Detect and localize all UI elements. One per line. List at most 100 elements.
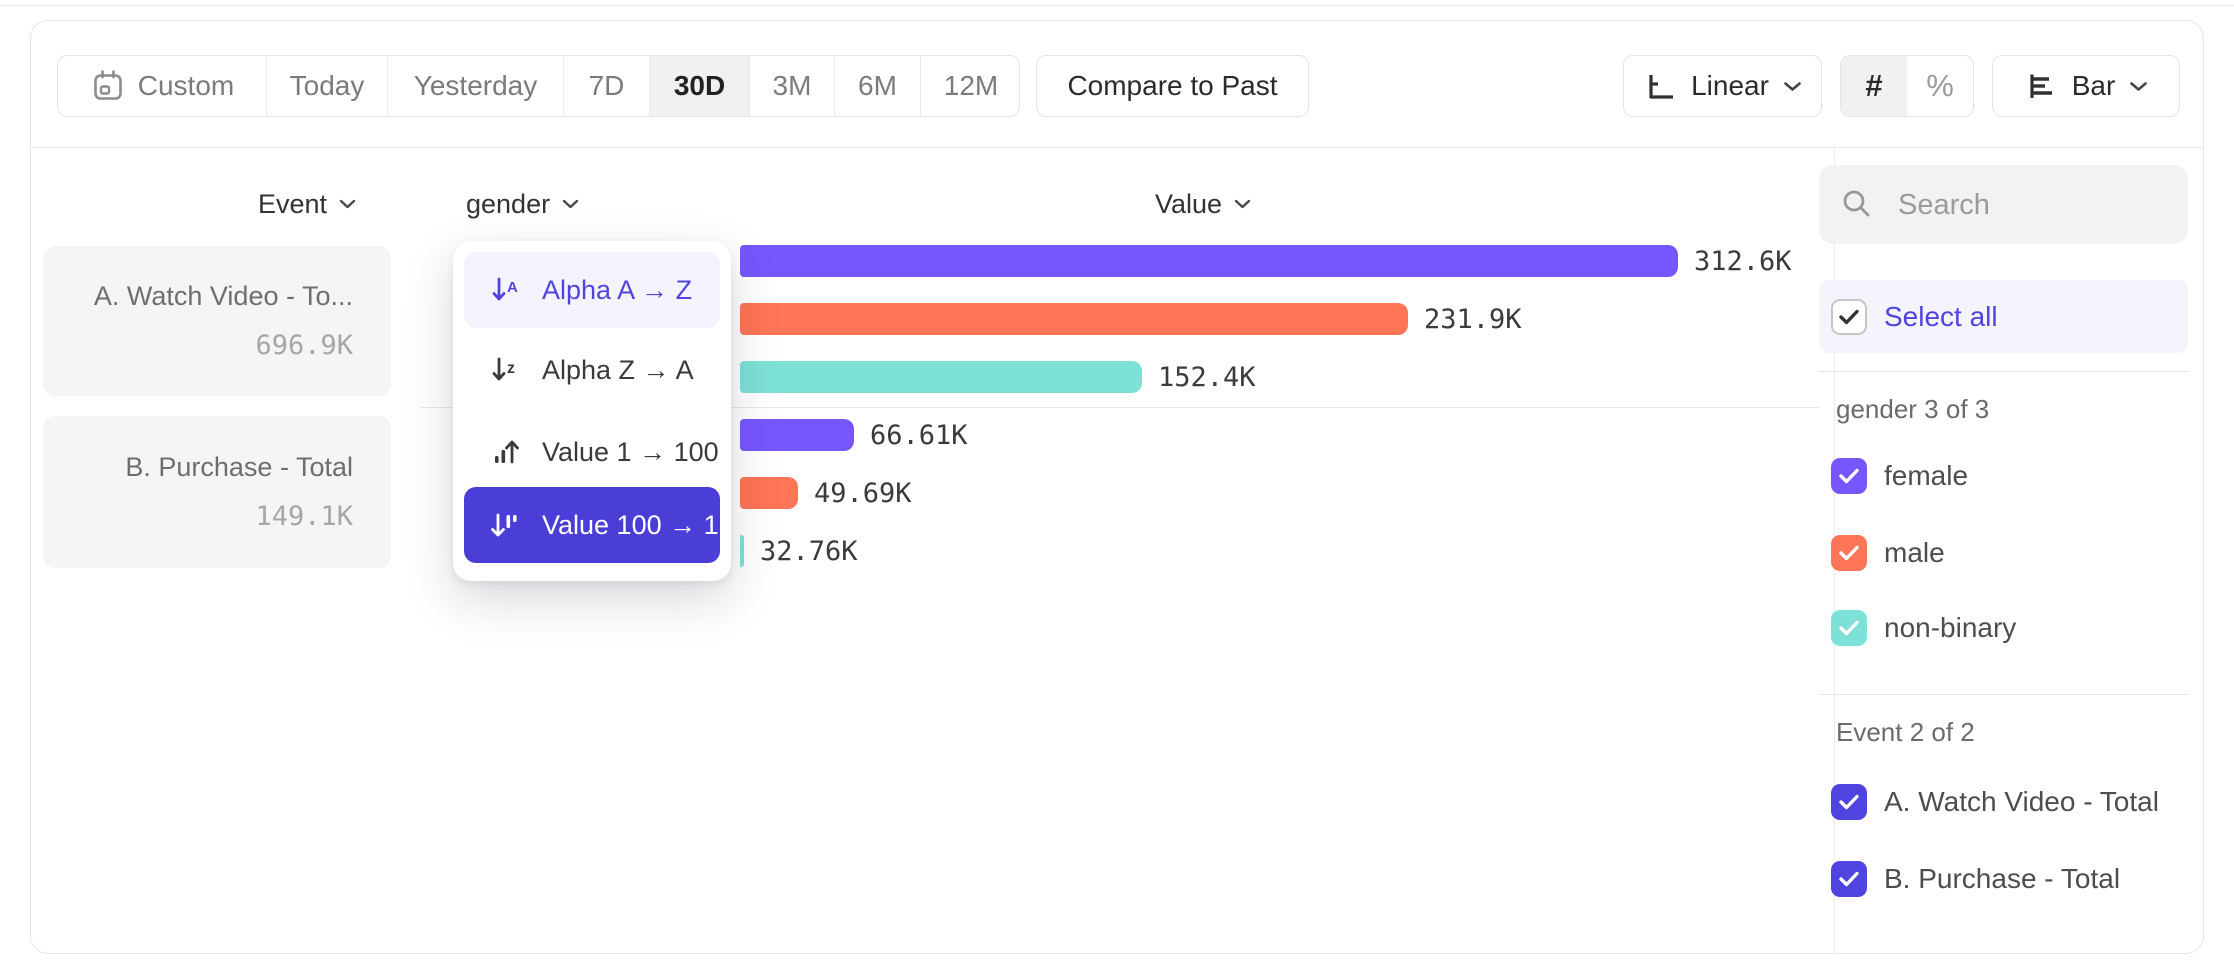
event-group-divider: [420, 407, 1820, 408]
chart-bar-a-watch-video-total-female[interactable]: [740, 245, 1678, 277]
sort-option-alpha-a-z[interactable]: A Alpha A → Z: [464, 252, 720, 328]
sort-option-value-1-100[interactable]: Value 1 → 100: [464, 414, 720, 490]
filter-row-female[interactable]: female: [1819, 456, 2188, 496]
sort-option-alpha-z-a[interactable]: z Alpha Z → A: [464, 332, 720, 408]
svg-text:z: z: [507, 360, 515, 377]
scale-label: Linear: [1691, 70, 1769, 101]
date-range-label: Yesterday: [413, 70, 538, 101]
filter-row-label: A. Watch Video - Total: [1884, 786, 2159, 817]
sort-option-value-100-1[interactable]: Value 100 → 1: [464, 487, 720, 563]
event-card-b-purchase-total[interactable]: B. Purchase - Total 149.1K: [43, 416, 391, 568]
search-input[interactable]: [1896, 166, 2172, 245]
sort-value-asc-icon: [490, 436, 522, 468]
date-range-30d[interactable]: 30D: [650, 56, 750, 116]
date-range-3m[interactable]: 3M: [750, 56, 835, 116]
sort-alpha-desc-icon: z: [490, 354, 522, 386]
chevron-down-icon: [339, 199, 356, 209]
filter-row-non-binary[interactable]: non-binary: [1819, 608, 2188, 648]
date-range-7d[interactable]: 7D: [564, 56, 650, 116]
sort-value-desc-icon: [490, 509, 522, 541]
filter-row-male[interactable]: male: [1819, 533, 2188, 573]
date-range-label: 6M: [858, 70, 897, 101]
select-all-label: Select all: [1884, 300, 1998, 332]
filter-row-label: male: [1884, 537, 1945, 568]
filter-row-a-watch-video-total[interactable]: A. Watch Video - Total: [1819, 782, 2188, 822]
value-column-header[interactable]: Value: [1155, 186, 1251, 222]
page-top-border: [0, 5, 2234, 6]
bar-value-label: 231.9K: [1424, 304, 1522, 335]
breakdown-column-header[interactable]: gender: [466, 186, 579, 222]
chart-type-dropdown-button[interactable]: Bar: [1992, 55, 2180, 117]
sort-option-label: Value 100 → 1: [542, 509, 719, 540]
date-range-today[interactable]: Today: [267, 56, 388, 116]
date-range-label: Custom: [137, 70, 235, 101]
filter-row-b-purchase-total[interactable]: B. Purchase - Total: [1819, 859, 2188, 899]
chart-bar-a-watch-video-total-non-binary[interactable]: [740, 361, 1142, 393]
breakdown-sidebar: Select all gender 3 of 3 female male non-bi…: [1819, 147, 2188, 953]
bar-value-label: 312.6K: [1694, 246, 1792, 277]
compare-to-past-button[interactable]: Compare to Past: [1036, 55, 1309, 117]
chart-bar-a-watch-video-total-male[interactable]: [740, 303, 1408, 335]
date-range-label: 7D: [588, 70, 625, 101]
bar-chart-icon: [2030, 74, 2052, 98]
sort-option-label: Value 1 → 100: [542, 436, 719, 467]
date-range-12m[interactable]: 12M: [921, 56, 1019, 116]
chart-bar-b-purchase-total-female[interactable]: [740, 419, 854, 451]
chevron-down-icon: [562, 199, 579, 209]
checkbox-female[interactable]: [1831, 458, 1867, 494]
sort-option-label: Alpha A → Z: [542, 274, 693, 305]
select-all-checkbox[interactable]: [1831, 298, 1867, 335]
filter-row-label: non-binary: [1884, 612, 2017, 643]
axis-scale-icon: [1649, 75, 1674, 99]
toolbar-divider: [31, 147, 2203, 148]
sidebar-section-divider: [1819, 694, 2188, 695]
select-all-row[interactable]: Select all: [1819, 280, 2188, 353]
date-range-yesterday[interactable]: Yesterday: [388, 56, 564, 116]
sort-option-label: Alpha Z → A: [542, 354, 694, 385]
chart-type-label: Bar: [2071, 70, 2116, 101]
value-column-label: Value: [1155, 188, 1223, 219]
calendar-icon: [93, 70, 122, 100]
bar-value-label: 152.4K: [1158, 362, 1256, 393]
number-format-button[interactable]: #: [1841, 56, 1907, 116]
sidebar-section-title: Event 2 of 2: [1836, 717, 1975, 747]
percent-format-button[interactable]: %: [1926, 68, 1954, 103]
date-range-label: 12M: [943, 70, 999, 101]
filter-row-label: B. Purchase - Total: [1884, 863, 2121, 894]
sort-menu: A Alpha A → Z z Alpha Z → A Value 1 → 100 Val…: [453, 241, 731, 581]
event-card-total: 696.9K: [255, 330, 353, 361]
checkbox-non-binary[interactable]: [1831, 610, 1867, 646]
chart-bar-b-purchase-total-male[interactable]: [740, 477, 798, 509]
chevron-down-icon: [1234, 199, 1251, 209]
event-column-header[interactable]: Event: [258, 186, 356, 222]
scale-dropdown-button[interactable]: Linear: [1623, 55, 1822, 117]
sidebar-section-divider: [1819, 371, 2188, 372]
chevron-down-icon: [2130, 81, 2148, 91]
event-card-total: 149.1K: [255, 501, 353, 532]
breakdown-column-label: gender: [466, 188, 551, 219]
bar-value-label: 32.76K: [760, 536, 858, 567]
bar-value-label: 66.61K: [870, 420, 968, 451]
search-icon: [1843, 190, 1870, 217]
search-box: [1819, 165, 2188, 245]
event-card-name: A. Watch Video - To...: [93, 281, 353, 311]
date-range-label: 30D: [673, 70, 726, 101]
checkbox-a-watch-video-total[interactable]: [1831, 784, 1867, 820]
svg-text:A: A: [507, 279, 518, 296]
date-range-control: Custom Today Yesterday 7D 30D 3M 6M 12M: [57, 55, 1020, 117]
sort-alpha-asc-icon: A: [490, 274, 522, 306]
event-card-name: B. Purchase - Total: [125, 452, 353, 482]
sidebar-section-title: gender 3 of 3: [1836, 394, 1990, 424]
date-range-6m[interactable]: 6M: [835, 56, 921, 116]
event-card-a-watch-video-to[interactable]: A. Watch Video - To... 696.9K: [43, 246, 391, 396]
date-range-custom[interactable]: Custom: [58, 56, 267, 116]
chart-bar-b-purchase-total-non-binary[interactable]: [740, 535, 744, 567]
date-range-label: 3M: [772, 70, 812, 101]
chevron-down-icon: [1784, 81, 1801, 91]
value-format-toggle: # %: [1840, 55, 1974, 117]
date-range-label: Today: [289, 70, 365, 101]
event-column-label: Event: [258, 188, 328, 219]
filter-row-label: female: [1884, 460, 1969, 491]
checkbox-b-purchase-total[interactable]: [1831, 861, 1867, 897]
checkbox-male[interactable]: [1831, 535, 1867, 571]
